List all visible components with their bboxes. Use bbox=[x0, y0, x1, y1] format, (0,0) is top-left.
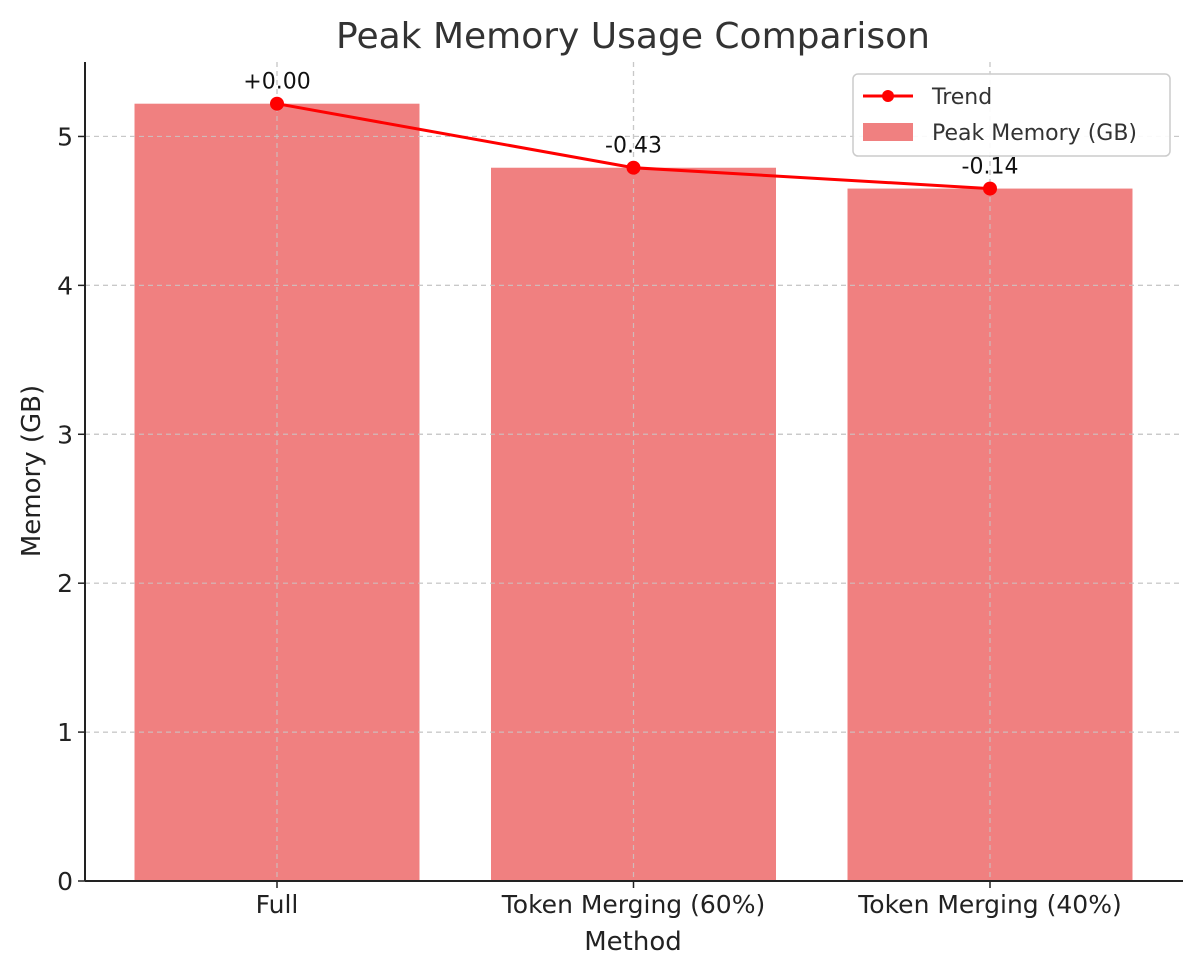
trend-point bbox=[983, 181, 997, 196]
x-tick-label: Token Merging (60%) bbox=[501, 890, 765, 919]
axes-layer: 0 1 2 3 4 5 Full Token Merging (60%) Token Mergi… bbox=[57, 62, 1183, 919]
y-tick-label: 5 bbox=[57, 122, 73, 151]
data-labels-layer: +0.00 -0.43 -0.14 bbox=[243, 70, 1018, 180]
legend-bar-label: Peak Memory (GB) bbox=[932, 121, 1137, 146]
legend: Trend Peak Memory (GB) bbox=[852, 73, 1171, 157]
trend-point bbox=[626, 160, 641, 175]
y-tick-label: 3 bbox=[57, 420, 73, 449]
y-axis-label: Memory (GB) bbox=[17, 385, 47, 557]
legend-box bbox=[852, 73, 1171, 157]
trend-point bbox=[270, 96, 284, 111]
y-tick-label: 2 bbox=[57, 569, 73, 598]
data-label: +0.00 bbox=[243, 70, 310, 95]
bars-layer bbox=[85, 62, 1183, 882]
legend-trend-marker bbox=[882, 90, 894, 102]
trend-line-layer bbox=[270, 96, 997, 196]
x-axis-label: Method bbox=[584, 927, 682, 957]
y-tick-label: 0 bbox=[57, 867, 73, 896]
data-label: -0.14 bbox=[962, 155, 1019, 180]
legend-trend-label: Trend bbox=[931, 85, 992, 110]
x-tick-label: Full bbox=[256, 890, 299, 919]
data-label: -0.43 bbox=[605, 134, 662, 159]
legend-bar-swatch bbox=[863, 123, 913, 141]
chart-title: Peak Memory Usage Comparison bbox=[336, 16, 930, 57]
y-tick-label: 1 bbox=[57, 718, 73, 747]
y-tick-label: 4 bbox=[57, 271, 73, 300]
x-tick-label: Token Merging (40%) bbox=[857, 890, 1121, 919]
